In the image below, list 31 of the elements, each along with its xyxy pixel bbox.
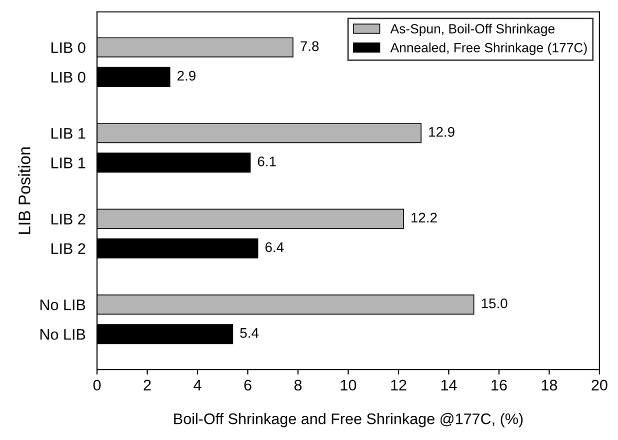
legend-label: Annealed, Free Shrinkage (177C): [390, 42, 587, 55]
y-tick-label: LIB 0: [51, 42, 86, 54]
y-tick-label: No LIB: [40, 300, 86, 310]
x-tick-label: 6: [244, 380, 252, 391]
data-label: 7.8: [300, 41, 319, 52]
x-tick-label: 0: [93, 380, 101, 391]
x-tick-label: 18: [542, 380, 558, 391]
x-tick-label: 2: [144, 380, 151, 390]
data-label: 2.9: [178, 70, 196, 81]
y-tick-label: LIB 2: [51, 214, 86, 224]
data-label: 15.0: [482, 298, 508, 308]
data-label: 6.1: [258, 156, 276, 166]
y-axis-title: LIB Position: [18, 147, 30, 234]
x-tick-label: 16: [492, 380, 507, 391]
data-label: 5.4: [240, 328, 259, 338]
y-tick-label: LIB 2: [51, 243, 86, 254]
data-label: 12.2: [412, 212, 437, 222]
data-label: 12.9: [429, 126, 454, 137]
x-tick-label: 14: [441, 380, 457, 390]
y-tick-label: LIB 1: [51, 158, 86, 168]
x-tick-label: 20: [592, 380, 608, 391]
y-tick-label: LIB 1: [51, 128, 86, 139]
x-tick-label: 4: [194, 380, 202, 390]
x-tick-label: 12: [391, 380, 406, 390]
x-tick-label: 8: [294, 380, 302, 391]
x-tick-label: 10: [340, 380, 356, 391]
y-tick-label: No LIB: [40, 329, 86, 340]
y-tick-label: LIB 0: [51, 72, 86, 83]
x-axis-title: Boil-Off Shrinkage and Free Shrinkage @177C, (%): [174, 413, 523, 428]
data-label: 6.4: [265, 242, 284, 252]
legend-label: As-Spun, Boil-Off Shrinkage: [390, 24, 554, 36]
